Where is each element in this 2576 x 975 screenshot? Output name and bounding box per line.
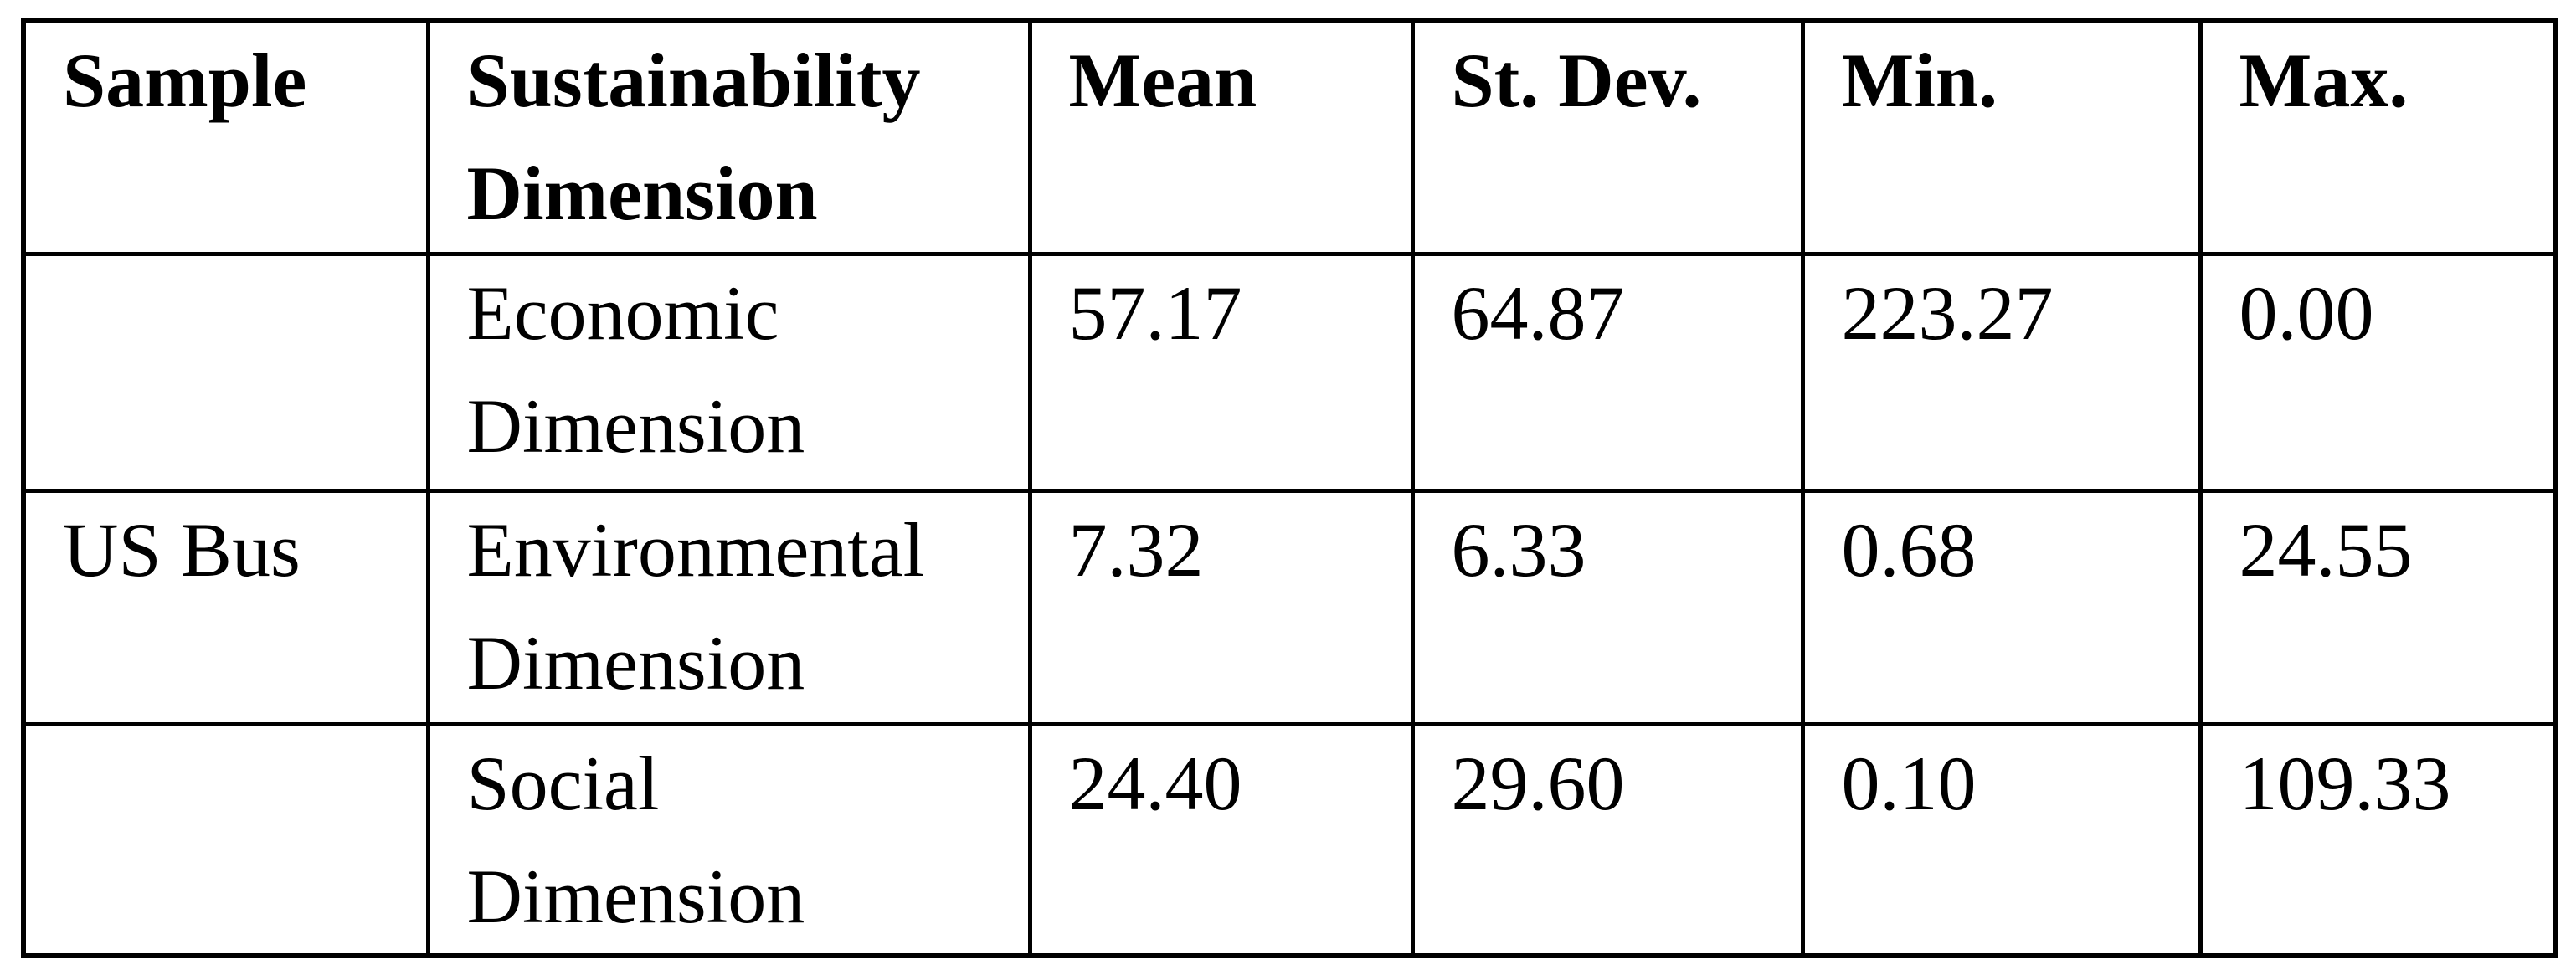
cell-stdev: 64.87 (1410, 251, 1805, 493)
cell-stdev: 6.33 (1410, 488, 1805, 726)
table-row-social: Social Dimension 24.40 29.60 0.10 109.33 (21, 721, 2558, 958)
header-cell-sample: Sample (21, 18, 430, 256)
cell-max: 24.55 (2198, 488, 2558, 726)
table-row-environmental: US Bus Environmental Dimension 7.32 6.33… (21, 488, 2558, 726)
table-header-row: Sample Sustainability Dimension Mean St.… (21, 18, 2558, 256)
dimension-line1: Social (466, 740, 660, 826)
cell-stdev: 29.60 (1410, 721, 1805, 958)
header-cell-dimension: Sustainability Dimension (425, 18, 1032, 256)
cell-mean: 24.40 (1027, 721, 1415, 958)
header-label: St. Dev. (1451, 38, 1702, 123)
cell-dimension: Economic Dimension (425, 251, 1032, 493)
header-cell-stdev: St. Dev. (1410, 18, 1805, 256)
header-label-line1: Sustainability (466, 38, 921, 123)
dimension-line2: Dimension (466, 382, 805, 469)
statistics-table: Sample Sustainability Dimension Mean St.… (21, 18, 2558, 958)
dimension-line2: Dimension (466, 853, 805, 939)
cell-max: 109.33 (2198, 721, 2558, 958)
header-cell-mean: Mean (1027, 18, 1415, 256)
cell-min: 0.68 (1800, 488, 2203, 726)
cell-dimension: Social Dimension (425, 721, 1032, 958)
cell-min: 223.27 (1800, 251, 2203, 493)
header-label: Max. (2239, 38, 2409, 123)
dimension-line1: Economic (466, 269, 779, 356)
table-container: Sample Sustainability Dimension Mean St.… (21, 18, 2558, 958)
header-cell-min: Min. (1800, 18, 2203, 256)
table-row-economic: Economic Dimension 57.17 64.87 223.27 0.… (21, 251, 2558, 493)
header-label: Sample (63, 38, 307, 123)
cell-min: 0.10 (1800, 721, 2203, 958)
cell-sample (21, 721, 430, 958)
header-label: Mean (1068, 38, 1257, 123)
header-cell-max: Max. (2198, 18, 2558, 256)
dimension-line2: Dimension (466, 619, 805, 706)
dimension-line1: Environmental (466, 506, 925, 593)
cell-mean: 7.32 (1027, 488, 1415, 726)
cell-mean: 57.17 (1027, 251, 1415, 493)
cell-max: 0.00 (2198, 251, 2558, 493)
cell-sample (21, 251, 430, 493)
cell-dimension: Environmental Dimension (425, 488, 1032, 726)
header-label: Min. (1841, 38, 1998, 123)
cell-sample: US Bus (21, 488, 430, 726)
header-label-line2: Dimension (466, 151, 818, 236)
